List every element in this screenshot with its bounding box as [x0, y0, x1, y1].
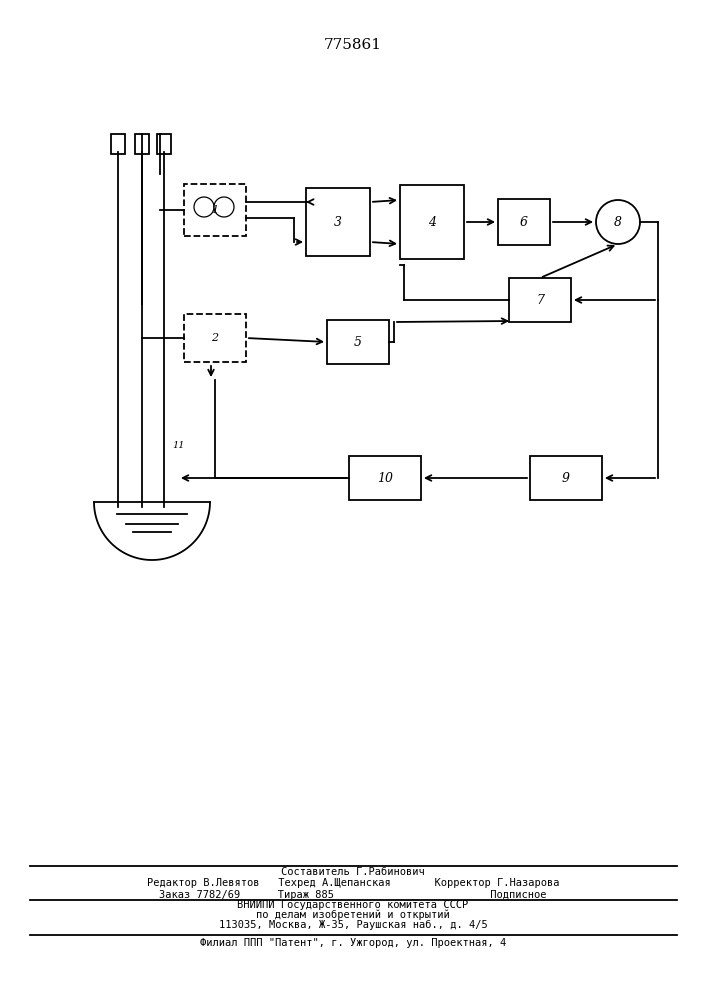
- Text: 4: 4: [428, 216, 436, 229]
- Text: по делам изобретений и открытий: по делам изобретений и открытий: [256, 910, 450, 920]
- Circle shape: [596, 200, 640, 244]
- Bar: [498, 199, 550, 245]
- Bar: [111, 134, 125, 154]
- Circle shape: [194, 197, 214, 217]
- Text: 1: 1: [211, 205, 218, 215]
- Bar: [306, 188, 370, 256]
- Bar: [349, 456, 421, 500]
- Circle shape: [214, 197, 234, 217]
- Text: 10: 10: [377, 472, 393, 485]
- Text: Заказ 7782/69      Тираж 885                         Подписное: Заказ 7782/69 Тираж 885 Подписное: [159, 890, 547, 900]
- Bar: [530, 456, 602, 500]
- Text: 9: 9: [562, 472, 570, 485]
- Bar: [327, 320, 389, 364]
- Text: 113035, Москва, Ж-35, Раушская наб., д. 4/5: 113035, Москва, Ж-35, Раушская наб., д. …: [218, 920, 487, 930]
- Bar: [184, 314, 246, 362]
- Text: Редактор В.Левятов   Техред А.Щепанская       Корректор Г.Назарова: Редактор В.Левятов Техред А.Щепанская Ко…: [147, 878, 559, 888]
- Text: 6: 6: [520, 216, 528, 229]
- Text: Составитель Г.Рабинович: Составитель Г.Рабинович: [281, 867, 425, 877]
- Text: 5: 5: [354, 336, 362, 349]
- Bar: [184, 184, 246, 236]
- Text: 2: 2: [211, 333, 218, 343]
- Text: 11: 11: [172, 442, 185, 450]
- Bar: [157, 134, 171, 154]
- Bar: [509, 278, 571, 322]
- Text: 775861: 775861: [324, 38, 382, 52]
- Bar: [400, 185, 464, 259]
- Text: 7: 7: [536, 294, 544, 306]
- Text: 3: 3: [334, 216, 342, 229]
- Bar: [135, 134, 149, 154]
- Text: 8: 8: [614, 216, 622, 229]
- Text: Филиал ППП "Патент", г. Ужгород, ул. Проектная, 4: Филиал ППП "Патент", г. Ужгород, ул. Про…: [200, 938, 506, 948]
- Text: ВНИИПИ Государственного комитета СССР: ВНИИПИ Государственного комитета СССР: [238, 900, 469, 910]
